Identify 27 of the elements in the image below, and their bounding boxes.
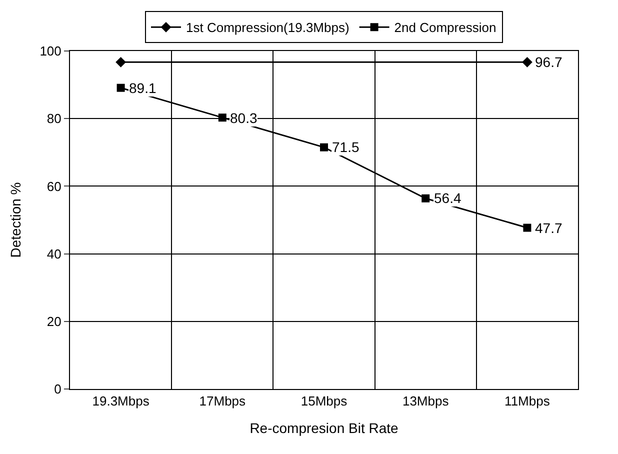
- x-tick-label: 17Mbps: [199, 394, 246, 409]
- point: [116, 56, 126, 68]
- point: [422, 194, 430, 202]
- y-tick-label: 60: [46, 178, 62, 194]
- point: [523, 224, 532, 232]
- data-label: 71.5: [332, 139, 360, 155]
- x-tick-label: 15Mbps: [300, 394, 348, 409]
- x-tick-label: 13Mbps: [402, 394, 450, 409]
- x-tick-label: 19.3Mbps: [92, 394, 150, 409]
- point: [218, 114, 226, 122]
- y-tick-label: 100: [40, 44, 62, 59]
- point: [116, 84, 125, 92]
- y-tick-label: 20: [46, 314, 62, 329]
- data-label: 89.1: [129, 80, 156, 96]
- legend-label: 1st Compression(19.3Mbps): [186, 20, 350, 36]
- legend-label: 2nd Compression: [394, 20, 496, 36]
- point: [320, 143, 328, 152]
- x-axis-title: Re-compresion Bit Rate: [250, 420, 399, 436]
- data-label: 96.7: [535, 54, 562, 70]
- data-label: 56.4: [434, 190, 462, 206]
- y-axis-title: Detection %: [7, 182, 24, 258]
- data-label: 47.7: [535, 220, 562, 236]
- y-tick-label: 40: [46, 246, 62, 262]
- data-label: 80.3: [230, 110, 258, 126]
- x-tick-label: 11Mbps: [504, 394, 550, 409]
- y-tick-label: 80: [46, 111, 62, 126]
- y-tick-label: 0: [54, 382, 62, 397]
